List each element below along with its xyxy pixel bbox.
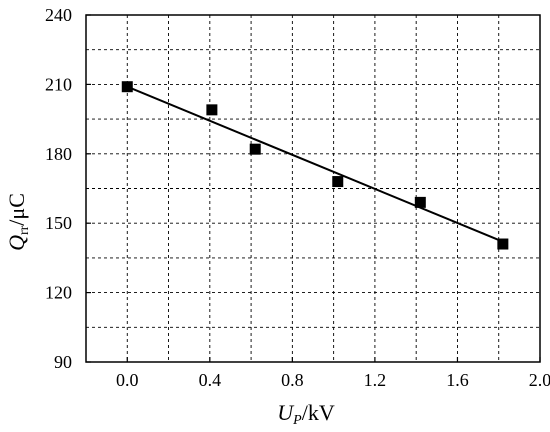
data-point [121, 81, 133, 93]
y-tick-label: 150 [45, 213, 72, 233]
data-point [249, 143, 261, 155]
y-tick-label: 120 [45, 283, 72, 303]
x-tick-labels: 0.0 0.4 0.8 1.2 1.6 2.0 [116, 357, 550, 390]
x-tick-label: 0.4 [199, 370, 222, 390]
data-point [332, 176, 344, 188]
x-tick-label: 2.0 [529, 370, 550, 390]
data-points [121, 81, 509, 250]
data-point [206, 104, 218, 116]
data-point [414, 196, 426, 208]
data-point [497, 238, 509, 250]
y-axis-label: Qrr/μC [4, 193, 32, 251]
y-tick-label: 180 [45, 144, 72, 164]
x-tick-label: 0.0 [116, 370, 139, 390]
x-tick-label: 1.6 [446, 370, 469, 390]
y-tick-label: 90 [54, 352, 72, 372]
y-tick-label: 210 [45, 74, 72, 94]
x-axis-label: UP/kV [277, 400, 335, 428]
fit-line-group [126, 85, 504, 243]
x-tick-label: 1.2 [364, 370, 387, 390]
x-tick-label: 0.8 [281, 370, 304, 390]
grid [86, 15, 540, 362]
y-tick-label: 240 [45, 5, 72, 25]
fit-line [126, 85, 504, 243]
plot-frame [85, 14, 541, 363]
y-tick-labels: 90 120 150 180 210 240 [45, 5, 91, 372]
